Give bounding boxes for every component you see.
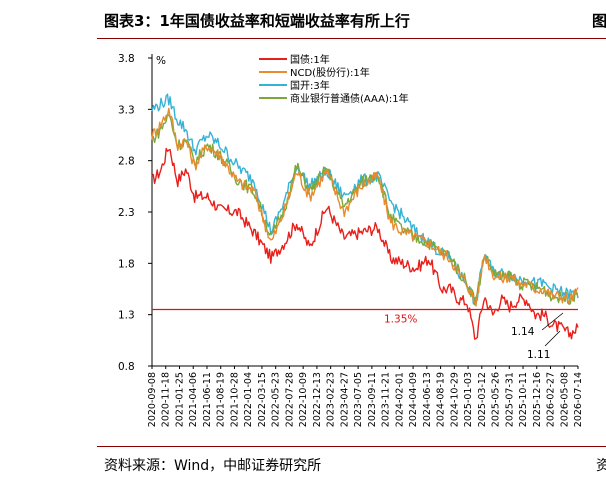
x-tick-label: 2023-11-21 [381,372,392,427]
x-tick-label: 2022-10-09 [298,372,309,427]
y-tick-label: 1.3 [118,310,135,322]
y-tick-label: 0.8 [118,361,135,373]
x-tick-label: 2022-05-23 [271,372,282,427]
x-tick-label: 2024-06-13 [422,372,433,427]
x-tick-label: 2024-04-09 [408,372,419,427]
line-chart: 3.8 3.3 2.8 2.3 1.8 1.3 0.8 2020-09-08 2020-11-… [118,53,584,427]
x-tick-label: 2021-04-06 [188,372,199,427]
x-tick-label: 2025-10-11 [518,372,529,427]
x-tick-label: 2023-04-27 [339,372,350,427]
x-tick-label: 2025-12-16 [532,372,543,427]
footer-rule [97,446,606,447]
source-note: 资料来源：Wind，中邮证券研究所 [104,458,322,474]
x-tick-label: 2020-11-18 [161,372,172,427]
annotation-pointer [541,312,564,331]
x-tick-label: 2026-05-08 [559,372,570,427]
annotation-label: 1.14 [511,326,535,338]
series-line [151,113,579,306]
legend-label: 国开:3年 [290,79,330,92]
x-tick-label: 2024-10-29 [449,372,460,427]
reference-line-label: 1.35% [384,314,417,326]
y-axis: 3.8 3.3 2.8 2.3 1.8 1.3 0.8 [118,53,153,373]
y-tick-label: 3.8 [118,53,135,65]
x-tick-label: 2022-12-13 [312,372,323,427]
clipped-header-text: 图 [592,12,606,30]
x-tick-label: 2021-06-11 [202,372,213,427]
x-tick-label: 2022-03-15 [257,372,268,427]
annotation-label: 1.11 [527,349,550,361]
series-line [151,93,579,305]
x-tick-label: 2024-08-19 [436,372,447,427]
x-tick-label: 2021-01-25 [174,372,185,427]
x-tick-label: 2025-01-03 [463,372,474,427]
clipped-footer-text: 资 [596,458,606,474]
plot-area: 1.35% 1.14 1.11 [151,93,579,361]
x-tick-label: 2021-10-28 [229,372,240,427]
y-tick-label: 3.3 [118,104,135,116]
series-line [151,107,579,307]
x-tick-label: 2026-02-27 [546,372,557,427]
x-tick-label: 2023-07-05 [353,372,364,427]
x-tick-label: 2022-07-28 [284,372,295,427]
x-tick-label: 2020-09-08 [147,372,158,427]
legend-label: 国债:1年 [290,53,330,66]
x-tick-label: 2021-08-19 [216,372,227,427]
y-unit-label: % [156,55,166,67]
x-tick-label: 2022-01-04 [243,372,254,427]
legend-label: 商业银行普通债(AAA):1年 [290,92,409,105]
y-tick-label: 1.8 [118,258,135,270]
x-tick-label: 2024-02-01 [394,372,405,427]
x-tick-label: 2026-07-14 [573,372,584,427]
x-tick-label: 2025-07-31 [504,372,515,427]
x-tick-label: 2025-05-26 [491,372,502,427]
x-axis: 2020-09-08 2020-11-18 2021-01-25 2021-04-06… [147,365,584,427]
x-tick-label: 2025-03-12 [477,372,488,427]
header-rule [97,38,606,39]
series-line [151,147,579,340]
figure-title: 图表3：1年国债收益率和短端收益率有所上行 [104,12,410,30]
y-tick-label: 2.8 [118,156,135,168]
annotation-pointer [544,330,561,347]
legend-label: NCD(股份行):1年 [290,66,370,79]
x-tick-label: 2023-02-23 [326,372,337,427]
x-tick-label: 2023-09-11 [367,372,378,427]
y-tick-label: 2.3 [118,207,135,219]
